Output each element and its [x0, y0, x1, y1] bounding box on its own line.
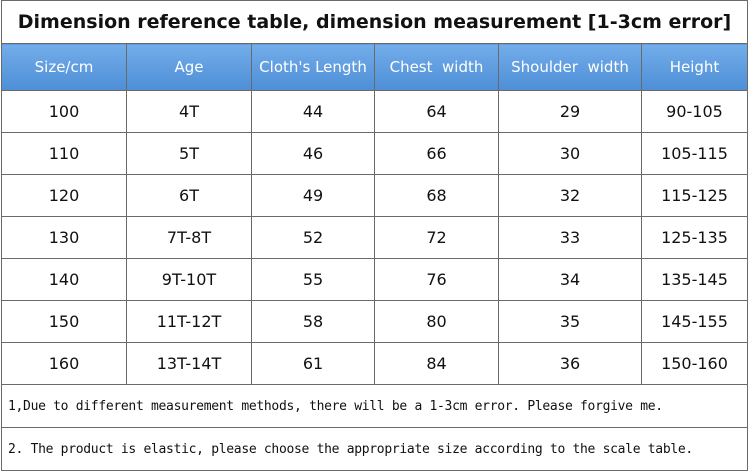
data-cell: 35 — [498, 300, 642, 343]
data-cell: 30 — [498, 132, 642, 175]
data-cell: 52 — [251, 216, 375, 259]
data-cell: 9T-10T — [126, 258, 252, 301]
header-cell: Chest width — [374, 43, 499, 91]
header-cell: Size/cm — [1, 43, 127, 91]
note-row: 1,Due to different measurement methods, … — [1, 384, 748, 428]
data-cell: 49 — [251, 174, 375, 217]
data-cell: 44 — [251, 90, 375, 133]
data-cell: 120 — [1, 174, 127, 217]
data-cell: 33 — [498, 216, 642, 259]
data-row: 150 11T-12T 58 80 35 145-155 — [1, 300, 748, 343]
data-cell: 5T — [126, 132, 252, 175]
data-cell: 115-125 — [641, 174, 748, 217]
data-cell: 32 — [498, 174, 642, 217]
header-cell: Shoulder width — [498, 43, 642, 91]
data-row: 160 13T-14T 61 84 36 150-160 — [1, 342, 748, 385]
header-cell: Cloth's Length — [251, 43, 375, 91]
data-cell: 135-145 — [641, 258, 748, 301]
note: 1,Due to different measurement methods, … — [1, 384, 748, 428]
header-row: Size/cm Age Cloth's Length Chest width Shoul… — [1, 43, 748, 91]
data-cell: 36 — [498, 342, 642, 385]
data-cell: 140 — [1, 258, 127, 301]
header-cell: Height — [641, 43, 748, 91]
data-cell: 76 — [374, 258, 499, 301]
data-cell: 64 — [374, 90, 499, 133]
title-row: Dimension reference table, dimension mea… — [1, 0, 748, 44]
data-cell: 61 — [251, 342, 375, 385]
data-cell: 55 — [251, 258, 375, 301]
data-cell: 105-115 — [641, 132, 748, 175]
data-cell: 46 — [251, 132, 375, 175]
data-cell: 100 — [1, 90, 127, 133]
data-cell: 90-105 — [641, 90, 748, 133]
data-cell: 66 — [374, 132, 499, 175]
data-row: 100 4T 44 64 29 90-105 — [1, 90, 748, 133]
data-cell: 160 — [1, 342, 127, 385]
data-cell: 84 — [374, 342, 499, 385]
data-cell: 4T — [126, 90, 252, 133]
data-cell: 72 — [374, 216, 499, 259]
data-cell: 29 — [498, 90, 642, 133]
data-cell: 150-160 — [641, 342, 748, 385]
data-cell: 6T — [126, 174, 252, 217]
data-cell: 125-135 — [641, 216, 748, 259]
data-row: 130 7T-8T 52 72 33 125-135 — [1, 216, 748, 259]
data-row: 120 6T 49 68 32 115-125 — [1, 174, 748, 217]
data-row: 140 9T-10T 55 76 34 135-145 — [1, 258, 748, 301]
data-cell: 7T-8T — [126, 216, 252, 259]
data-cell: 80 — [374, 300, 499, 343]
data-cell: 68 — [374, 174, 499, 217]
data-cell: 34 — [498, 258, 642, 301]
data-row: 110 5T 46 66 30 105-115 — [1, 132, 748, 175]
data-cell: 58 — [251, 300, 375, 343]
note: 2. The product is elastic, please choose… — [1, 427, 748, 471]
note-row: 2. The product is elastic, please choose… — [1, 427, 748, 471]
data-cell: 150 — [1, 300, 127, 343]
data-cell: 110 — [1, 132, 127, 175]
data-cell: 130 — [1, 216, 127, 259]
header-cell: Age — [126, 43, 252, 91]
table-title: Dimension reference table, dimension mea… — [1, 0, 748, 44]
data-cell: 11T-12T — [126, 300, 252, 343]
data-cell: 145-155 — [641, 300, 748, 343]
data-cell: 13T-14T — [126, 342, 252, 385]
